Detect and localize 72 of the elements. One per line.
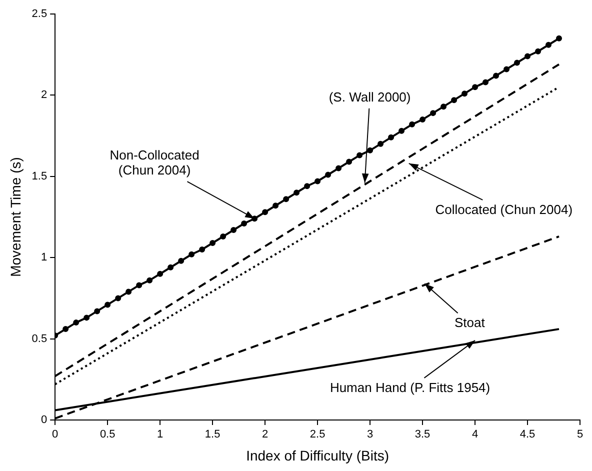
point: [168, 264, 174, 270]
x-tick-label: 1.5: [204, 428, 220, 441]
x-tick-label: 4.5: [520, 428, 536, 441]
x-tick-label: 5: [576, 428, 584, 441]
point: [84, 314, 90, 321]
point: [210, 240, 216, 246]
point: [546, 42, 552, 48]
point: [126, 288, 132, 295]
point: [157, 270, 164, 277]
point: [294, 190, 300, 196]
point: [420, 116, 426, 123]
point: [462, 90, 468, 97]
x-tick-label: 4: [472, 428, 478, 441]
point: [62, 326, 69, 332]
point: [146, 277, 153, 284]
point: [451, 97, 458, 104]
annotation: Non-Collocated (Chun 2004): [110, 148, 200, 178]
point: [493, 72, 500, 79]
point: [136, 282, 142, 288]
x-tick-label: 2: [262, 428, 268, 441]
point: [220, 233, 226, 240]
y-tick-label: 1.5: [32, 170, 48, 182]
x-tick-label: 2.5: [310, 428, 326, 441]
point: [504, 66, 510, 72]
x-axis-title: Index of Difficulty (Bits): [246, 447, 389, 464]
annotation: Stoat: [454, 315, 486, 330]
point: [188, 251, 195, 258]
point: [514, 60, 520, 66]
point: [283, 196, 290, 202]
x-tick-label: 3.5: [414, 428, 430, 441]
annotation: Human Hand (P. Fitts 1954): [330, 380, 490, 395]
y-tick-label: 0.5: [32, 332, 48, 345]
point: [178, 258, 184, 264]
point: [252, 216, 258, 222]
x-tick-label: 0: [52, 428, 58, 441]
point: [336, 165, 342, 172]
point: [356, 152, 363, 158]
point: [314, 178, 321, 184]
point: [325, 172, 332, 178]
point: [398, 128, 405, 134]
point: [388, 134, 394, 140]
point: [73, 320, 80, 326]
point: [378, 140, 384, 147]
y-tick-label: 2.5: [32, 8, 48, 20]
point: [556, 35, 562, 42]
x-tick-label: 3: [366, 428, 374, 441]
point: [272, 202, 279, 209]
point: [94, 308, 100, 314]
point: [230, 226, 237, 233]
annotation: (S. Wall 2000): [328, 89, 411, 104]
point: [104, 302, 111, 308]
point: [199, 246, 206, 252]
y-tick-label: 2: [40, 89, 48, 102]
y-axis-title: Movement Time (s): [7, 157, 24, 277]
point: [409, 121, 416, 128]
point: [241, 220, 248, 226]
point: [482, 79, 489, 86]
point: [346, 158, 352, 165]
point: [472, 84, 478, 90]
point: [262, 209, 268, 216]
point: [115, 295, 122, 302]
point: [524, 53, 531, 60]
point: [430, 110, 436, 116]
y-tick-label: 1: [40, 252, 48, 264]
point: [535, 48, 542, 54]
x-tick-label: 0.5: [100, 428, 116, 441]
point: [304, 183, 310, 190]
point: [440, 104, 447, 110]
annotation: Collocated (Chun 2004): [435, 202, 573, 217]
y-tick-label: 0: [40, 414, 48, 426]
point: [367, 147, 374, 154]
x-tick-label: 1: [157, 428, 164, 441]
